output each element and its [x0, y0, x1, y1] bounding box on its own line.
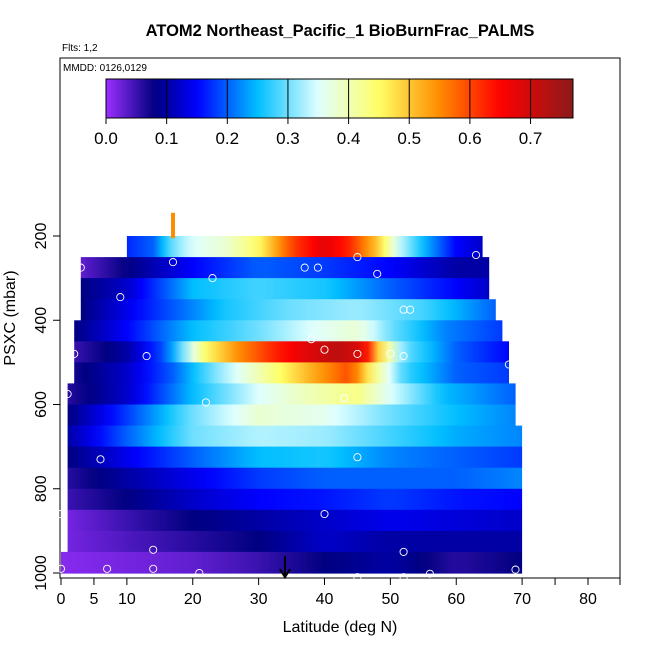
heatmap-layer-625 [67, 404, 516, 427]
x-tick-label: 80 [579, 591, 597, 608]
heatmap-layer-375 [80, 299, 496, 321]
y-tick-label: 200 [33, 223, 50, 250]
sample-point [313, 263, 322, 272]
sample-point [96, 455, 105, 464]
heatmap-layer-875 [67, 509, 523, 532]
sample-point [399, 305, 408, 314]
heatmap-layer-575 [67, 383, 516, 406]
sample-point [149, 545, 158, 554]
dates-note: MMDD: 0126,0129 [63, 63, 147, 74]
sample-point [195, 568, 204, 578]
sample-point [399, 547, 408, 556]
sample-points [56, 250, 520, 582]
sample-point [504, 360, 513, 369]
markers [171, 212, 291, 580]
heatmap-layer-925 [67, 530, 523, 553]
x-tick-label: 10 [118, 591, 136, 608]
chart-title: ATOM2 Northeast_Pacific_1 BioBurnFrac_PA… [146, 22, 535, 40]
sample-point [399, 352, 408, 361]
sample-point [511, 565, 520, 574]
heatmap-layer-275 [80, 257, 490, 279]
colorbar-tick-label: 0.1 [155, 129, 179, 148]
sample-point [56, 509, 66, 519]
colorbar-tick-label: 0.6 [458, 129, 482, 148]
colorbar-tick-label: 0.4 [337, 129, 361, 148]
x-tick-label: 70 [513, 591, 531, 608]
x-tick-label: 40 [316, 591, 334, 608]
x-axis: 0 5 10 20 30 40 50 60 70 80 [57, 578, 621, 608]
heatmap-layer-775 [67, 467, 523, 490]
heatmap-layer-425 [74, 320, 503, 342]
heatmap-layer-675 [67, 425, 523, 448]
sample-point [353, 349, 362, 358]
sample-point [168, 258, 178, 267]
heatmap-layer-325 [80, 278, 490, 300]
x-tick-label: 50 [381, 591, 399, 608]
arrow-head [279, 568, 291, 580]
sample-point [340, 394, 349, 403]
heatmap-layer-525 [74, 362, 509, 385]
sample-point [142, 352, 151, 361]
sample-point [353, 573, 362, 582]
sample-point [406, 305, 415, 314]
colorbar-tick-label: 0.7 [519, 129, 543, 148]
heatmap-layer-475 [74, 341, 509, 363]
y-tick-label: 400 [33, 307, 50, 334]
colorbar-tick-label: 0.3 [276, 129, 300, 148]
colorbar-tick-label: 0.5 [397, 129, 421, 148]
sample-point [300, 263, 309, 272]
y-axis-label: PSXC (mbar) [2, 270, 19, 365]
sample-point [386, 349, 395, 358]
y-tick-label: 800 [33, 475, 50, 502]
heatmap-layer-725 [67, 446, 523, 469]
heatmap-layers [61, 236, 523, 574]
sample-point [76, 263, 85, 272]
plot-frame [59, 57, 621, 579]
sample-point [307, 335, 316, 344]
sample-point [425, 569, 434, 578]
y-tick-label: 600 [33, 391, 50, 418]
sample-point [320, 345, 329, 354]
sample-point [63, 389, 72, 399]
sample-point [116, 293, 125, 302]
sample-point [70, 349, 79, 358]
sample-point [399, 573, 408, 582]
colorbar-tick-label: 0.2 [215, 129, 239, 148]
sample-point [56, 564, 66, 573]
heatmap-layer-825 [67, 488, 523, 511]
x-tick-label: 20 [184, 591, 202, 608]
x-tick-label: 0 [57, 591, 66, 608]
orange-marker [171, 212, 175, 239]
colorbar-tick-label: 0.0 [94, 129, 118, 148]
heatmap-layer-975 [61, 551, 523, 574]
sample-point [201, 398, 210, 407]
y-tick-label: 1000 [33, 555, 50, 591]
sample-point [471, 250, 481, 260]
sample-point [373, 269, 382, 278]
flights-note: Flts: 1,2 [62, 43, 98, 54]
sample-point [353, 253, 362, 262]
sample-point [103, 564, 112, 573]
sample-point [208, 274, 217, 283]
heatmap-layer-225 [126, 236, 483, 258]
sample-point [353, 453, 362, 462]
x-tick-label: 5 [89, 591, 98, 608]
x-tick-label: 60 [447, 591, 465, 608]
colorbar-gradient [105, 78, 574, 119]
x-axis-label: Latitude (deg N) [283, 619, 398, 636]
colorbar: 0.0 0.1 0.2 0.3 0.4 0.5 0.6 0.7 [94, 78, 574, 148]
sample-point [149, 564, 158, 573]
y-axis: 200 400 600 800 1000 [33, 223, 60, 591]
sample-point [320, 509, 329, 519]
x-tick-label: 30 [250, 591, 268, 608]
